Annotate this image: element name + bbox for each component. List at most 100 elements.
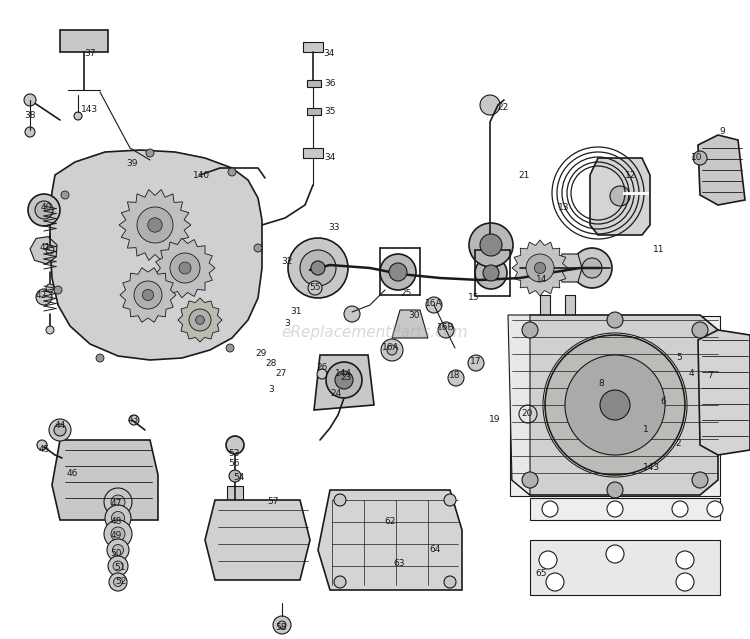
- Circle shape: [107, 539, 129, 561]
- Text: 23: 23: [340, 374, 352, 383]
- Circle shape: [254, 244, 262, 252]
- Text: eReplacementParts.com: eReplacementParts.com: [282, 325, 468, 340]
- Circle shape: [96, 354, 104, 362]
- Circle shape: [317, 369, 327, 379]
- Circle shape: [381, 339, 403, 361]
- Text: 34: 34: [324, 153, 336, 162]
- Text: 140: 140: [194, 171, 211, 180]
- Circle shape: [54, 286, 62, 294]
- Text: 8: 8: [598, 380, 604, 389]
- Circle shape: [344, 306, 360, 322]
- Text: 30: 30: [408, 311, 420, 321]
- Text: 24: 24: [330, 389, 341, 397]
- Circle shape: [326, 362, 362, 398]
- Circle shape: [535, 263, 545, 273]
- Text: 22: 22: [497, 102, 508, 111]
- Polygon shape: [119, 190, 191, 261]
- Circle shape: [469, 223, 513, 267]
- Polygon shape: [52, 440, 158, 520]
- Circle shape: [707, 501, 723, 517]
- Text: 4: 4: [688, 369, 694, 378]
- Circle shape: [148, 218, 162, 232]
- Circle shape: [483, 265, 499, 281]
- Text: 55: 55: [309, 282, 321, 291]
- Text: 42: 42: [35, 291, 46, 300]
- Bar: [565, 295, 575, 317]
- Text: 63: 63: [393, 560, 405, 569]
- Circle shape: [226, 436, 244, 454]
- Circle shape: [111, 527, 125, 541]
- Text: 12: 12: [626, 171, 637, 180]
- Circle shape: [129, 415, 139, 425]
- Circle shape: [146, 149, 154, 157]
- Text: 39: 39: [126, 158, 138, 167]
- Text: 56: 56: [228, 459, 240, 468]
- Circle shape: [543, 333, 687, 477]
- Text: 51: 51: [114, 564, 126, 573]
- Polygon shape: [30, 236, 57, 264]
- Polygon shape: [392, 310, 428, 338]
- Polygon shape: [156, 238, 215, 298]
- Bar: [530, 540, 720, 595]
- Polygon shape: [508, 315, 530, 495]
- Circle shape: [475, 257, 507, 289]
- Circle shape: [46, 326, 54, 334]
- Text: 15: 15: [468, 293, 480, 302]
- Bar: [303, 148, 323, 158]
- Polygon shape: [528, 254, 552, 282]
- Circle shape: [387, 345, 397, 355]
- Text: 13: 13: [558, 203, 570, 213]
- Circle shape: [196, 316, 205, 325]
- Circle shape: [438, 322, 454, 338]
- Circle shape: [113, 578, 122, 587]
- Text: 143: 143: [82, 105, 98, 114]
- Circle shape: [74, 112, 82, 120]
- Circle shape: [546, 573, 564, 591]
- Circle shape: [522, 472, 538, 488]
- Circle shape: [108, 556, 128, 576]
- Circle shape: [380, 254, 416, 290]
- Text: 34: 34: [323, 49, 334, 58]
- Circle shape: [607, 482, 623, 498]
- Text: 17: 17: [470, 357, 482, 367]
- Circle shape: [572, 248, 612, 288]
- Text: 27: 27: [275, 369, 286, 378]
- Text: 144: 144: [334, 369, 352, 378]
- Text: 25: 25: [400, 288, 412, 298]
- Bar: [227, 486, 243, 514]
- Bar: [330, 372, 358, 392]
- Circle shape: [46, 246, 54, 254]
- Polygon shape: [318, 490, 462, 590]
- Circle shape: [278, 621, 286, 629]
- Circle shape: [526, 254, 554, 282]
- Text: 31: 31: [290, 307, 302, 316]
- Circle shape: [545, 335, 685, 475]
- Text: 49: 49: [110, 532, 122, 541]
- Text: 2: 2: [675, 438, 681, 447]
- Circle shape: [104, 488, 132, 516]
- Text: 11: 11: [653, 245, 664, 254]
- Circle shape: [112, 544, 124, 555]
- Circle shape: [480, 234, 502, 256]
- Text: 143: 143: [644, 463, 661, 472]
- Circle shape: [329, 369, 339, 379]
- Text: 32: 32: [281, 258, 292, 266]
- Circle shape: [28, 194, 60, 226]
- Circle shape: [610, 186, 630, 206]
- Circle shape: [226, 344, 234, 352]
- Text: 9: 9: [719, 128, 724, 137]
- Circle shape: [49, 419, 71, 441]
- Circle shape: [676, 551, 694, 569]
- Circle shape: [189, 309, 211, 331]
- Circle shape: [582, 258, 602, 278]
- Circle shape: [112, 511, 125, 525]
- Polygon shape: [50, 150, 262, 360]
- Circle shape: [448, 370, 464, 386]
- Circle shape: [300, 250, 336, 286]
- Text: 5: 5: [676, 353, 682, 362]
- Circle shape: [480, 95, 500, 115]
- Polygon shape: [590, 158, 650, 235]
- Text: 16A: 16A: [425, 298, 442, 307]
- Circle shape: [37, 440, 47, 450]
- Circle shape: [308, 281, 322, 295]
